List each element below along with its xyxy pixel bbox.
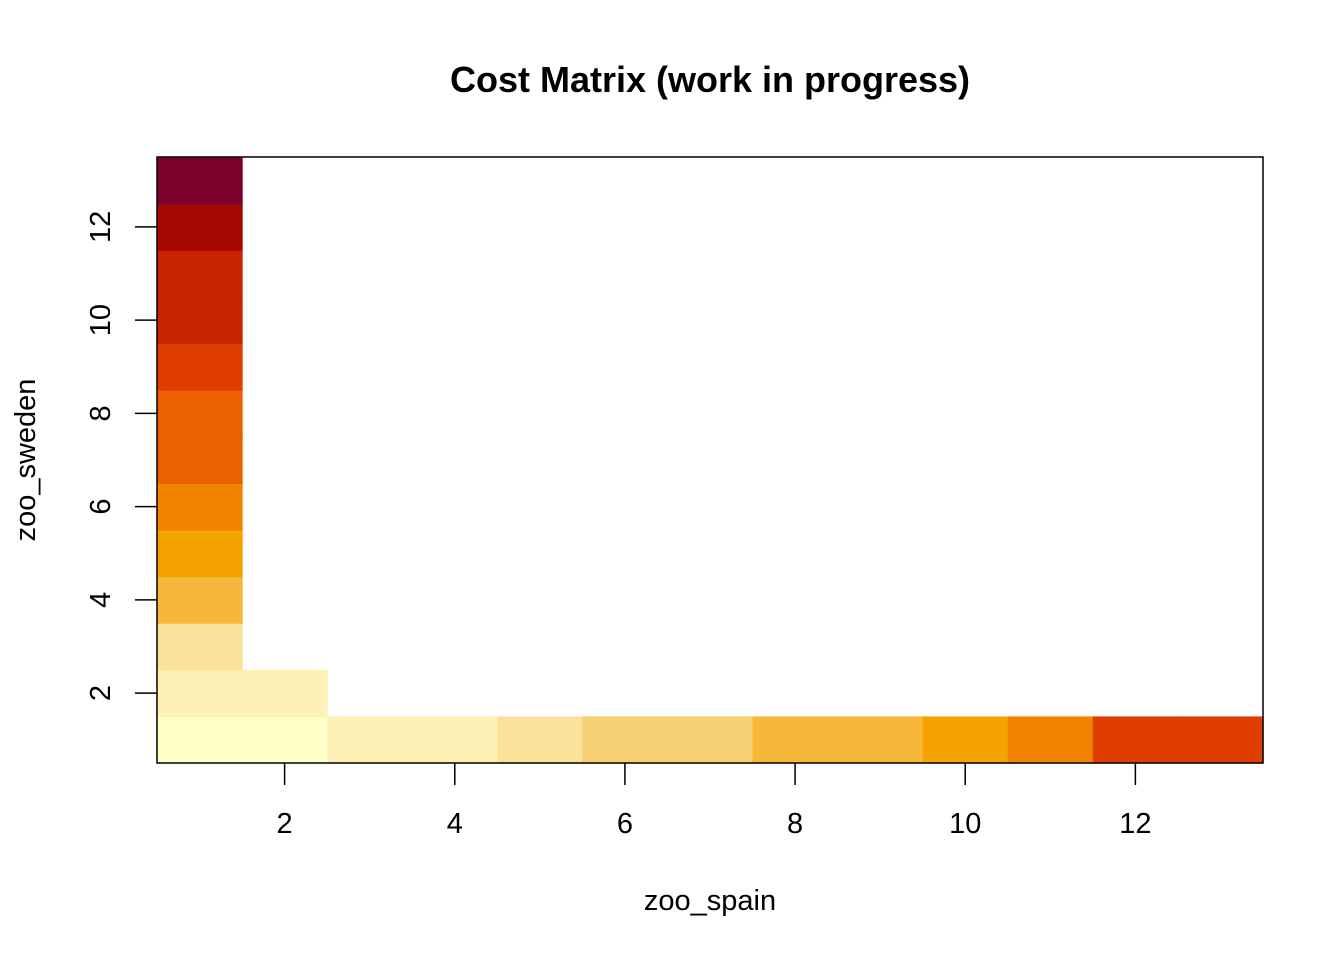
y-tick-label-4: 4 [85, 592, 117, 608]
heatmap-cell-8-1 [752, 716, 839, 764]
heatmap-cell-12-1 [1092, 716, 1179, 764]
heatmap-cell-11-1 [1007, 716, 1094, 764]
heatmap-cell-1-10 [157, 296, 243, 345]
heatmap-cell-1-3 [157, 623, 243, 671]
heatmap-cell-1-4 [157, 576, 243, 624]
heatmap-cell-1-9 [157, 343, 243, 391]
heatmap-cell-1-7 [157, 436, 243, 484]
heatmap-cell-6-1 [582, 716, 669, 764]
heatmap-cell-1-5 [157, 529, 243, 578]
heatmap-cell-10-1 [922, 716, 1009, 764]
x-axis: 2 4 6 8 10 12 [277, 763, 1152, 840]
x-axis-label: zoo_spain [644, 885, 776, 917]
chart-title: Cost Matrix (work in progress) [450, 59, 970, 100]
x-tick-label-6: 6 [617, 808, 633, 840]
y-tick-label-12: 12 [85, 211, 117, 243]
heatmap-cell-1-2 [157, 669, 243, 717]
x-tick-label-8: 8 [787, 808, 803, 840]
heatmap-cell-1-6 [157, 483, 243, 531]
x-tick-label-2: 2 [277, 808, 293, 840]
y-tick-label-8: 8 [85, 405, 117, 421]
x-tick-label-12: 12 [1119, 808, 1151, 840]
x-tick-label-4: 4 [447, 808, 463, 840]
heatmap-cell-1-8 [157, 390, 243, 438]
heatmap-cell-9-1 [837, 716, 924, 764]
y-axis-label: zoo_sweden [10, 379, 42, 542]
x-tick-label-10: 10 [949, 808, 981, 840]
heatmap-cell-2-2 [242, 669, 328, 717]
heatmap-cell-1-1 [157, 716, 243, 764]
y-tick-label-2: 2 [85, 685, 117, 701]
heatmap-cells [157, 157, 1264, 764]
heatmap-cell-1-13 [157, 157, 243, 205]
y-axis: 2 4 6 8 10 12 [85, 211, 157, 701]
heatmap-cell-4-1 [412, 716, 498, 764]
heatmap-cell-5-1 [497, 716, 583, 764]
heatmap-cell-2-1 [242, 716, 328, 764]
heatmap-cell-3-1 [327, 716, 413, 764]
y-tick-label-6: 6 [85, 499, 117, 515]
heatmap-cell-1-12 [157, 203, 243, 251]
heatmap-cell-7-1 [667, 716, 754, 764]
heatmap-cell-13-1 [1177, 716, 1264, 764]
plot-frame [156, 156, 1264, 764]
y-tick-label-10: 10 [85, 304, 117, 336]
heatmap-cell-1-11 [157, 250, 243, 298]
